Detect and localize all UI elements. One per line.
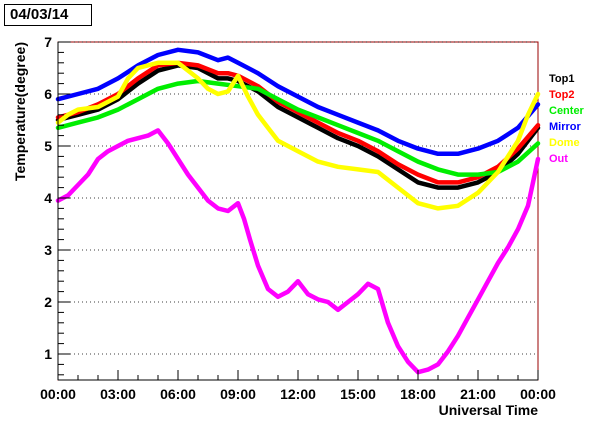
legend-entry-dome: Dome xyxy=(549,137,580,149)
series-line-top1 xyxy=(55,63,541,190)
plot-area xyxy=(57,41,539,381)
series-lines xyxy=(55,47,541,375)
x-tick-label: 15:00 xyxy=(340,386,376,402)
x-tick-label: 21:00 xyxy=(460,386,496,402)
x-tick-label: 09:00 xyxy=(220,386,256,402)
y-tick-label: 6 xyxy=(44,86,52,102)
x-tick-label: 18:00 xyxy=(400,386,436,402)
x-tick-label: 06:00 xyxy=(160,386,196,402)
x-tick-label: 00:00 xyxy=(40,386,76,402)
plot-frame xyxy=(57,41,539,381)
series-line-top2 xyxy=(55,60,541,185)
legend-entry-top1: Top1 xyxy=(549,73,574,85)
y-tick-label: 7 xyxy=(44,34,52,50)
axes: 00:00 03:00 06:00 09:00 12:00 15:00 18:00 21:00… xyxy=(40,34,556,402)
x-tick-label: 03:00 xyxy=(100,386,136,402)
x-axis-title: Universal Time xyxy=(439,402,539,418)
y-tick-label: 1 xyxy=(44,346,52,362)
x-tick-label: 00:00 xyxy=(520,386,556,402)
series-line-out xyxy=(55,128,541,375)
series-line-dome xyxy=(55,60,541,211)
y-tick-label: 2 xyxy=(44,294,52,310)
legend-entry-out: Out xyxy=(549,153,568,165)
legend: Top1 Top2 Center Mirror Dome Out xyxy=(549,73,585,165)
y-tick-label: 4 xyxy=(44,190,52,206)
legend-entry-top2: Top2 xyxy=(549,89,574,101)
y-tick-label: 3 xyxy=(44,242,52,258)
grid-lines xyxy=(58,41,538,355)
legend-entry-mirror: Mirror xyxy=(549,121,582,133)
legend-entry-center: Center xyxy=(549,105,585,117)
y-tick-label: 5 xyxy=(44,138,52,154)
chart-title: 04/03/14 xyxy=(4,4,92,26)
series-line-center xyxy=(55,78,541,177)
y-axis-title: Temperature(degree) xyxy=(12,42,28,181)
x-tick-label: 12:00 xyxy=(280,386,316,402)
series-line-mirror xyxy=(55,47,541,157)
